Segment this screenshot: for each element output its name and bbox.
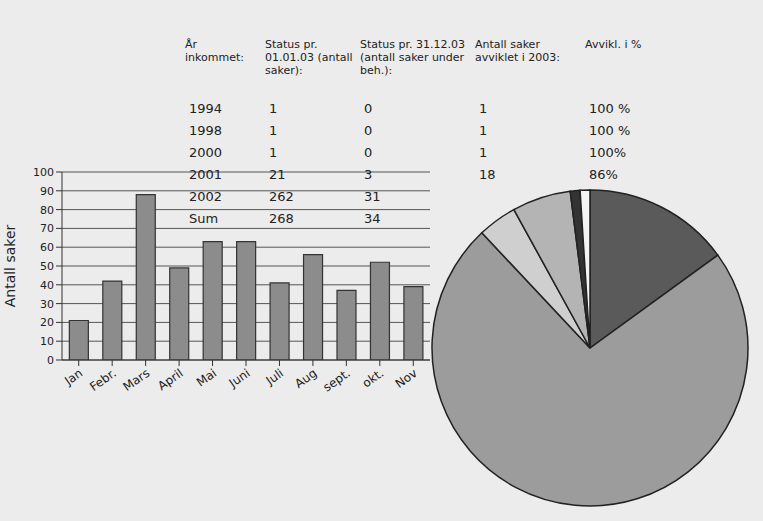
html-text:Antall saker: Antall saker (2, 224, 18, 308)
svg-text:okt.: okt. (360, 366, 387, 391)
html-text:268: 268 (269, 211, 294, 226)
svg-text:30: 30 (40, 298, 54, 311)
html-text:1: 1 (269, 101, 278, 116)
html-text:1: 1 (479, 145, 488, 160)
svg-text:Jan: Jan (61, 366, 85, 389)
svg-text:0: 0 (47, 354, 54, 367)
svg-text:20: 20 (40, 316, 54, 329)
html-text:1: 1 (269, 145, 278, 160)
html-text:0: 0 (364, 145, 373, 160)
svg-text:40: 40 (40, 279, 54, 292)
html-text:1998: 1998 (189, 123, 223, 138)
html-text:31: 31 (364, 189, 381, 204)
html-text:2002: 2002 (189, 189, 223, 204)
html-text:1: 1 (479, 101, 488, 116)
html-text:100 %: 100 % (589, 123, 631, 138)
svg-text:Febr.: Febr. (87, 366, 119, 394)
svg-text:sept.: sept. (321, 366, 353, 395)
html-text:0: 0 (364, 101, 373, 116)
svg-text:April: April (155, 366, 186, 393)
html-text:3: 3 (364, 167, 373, 182)
html-text:100%: 100% (589, 145, 627, 160)
svg-text:70: 70 (40, 222, 54, 235)
svg-text:60: 60 (40, 241, 54, 254)
html-text:1: 1 (269, 123, 278, 138)
html-text:34: 34 (364, 211, 381, 226)
html-text:2001: 2001 (189, 167, 223, 182)
svg-text:Mai: Mai (194, 366, 219, 390)
html-text:Antall saker avviklet i 2003:: Antall saker avviklet i 2003: (475, 38, 561, 64)
svg-text:80: 80 (40, 204, 54, 217)
svg-text:Nov: Nov (393, 366, 420, 391)
svg-text:Juli: Juli (263, 366, 286, 388)
svg-text:Aug: Aug (292, 366, 319, 391)
svg-text:50: 50 (40, 260, 54, 273)
html-text:262: 262 (269, 189, 294, 204)
html-text:2000: 2000 (189, 145, 223, 160)
svg-text:100: 100 (33, 166, 54, 179)
svg-text:Mars: Mars (121, 366, 153, 394)
html-text:100 %: 100 % (589, 101, 631, 116)
svg-text:10: 10 (40, 335, 54, 348)
html-text:1: 1 (479, 123, 488, 138)
html-text:År inkommet:: År inkommet: (185, 38, 244, 64)
html-text:18: 18 (479, 167, 496, 182)
svg-text:90: 90 (40, 185, 54, 198)
html-text:0: 0 (364, 123, 373, 138)
svg-text:Juni: Juni (226, 366, 253, 391)
html-text:86%: 86% (589, 167, 618, 182)
html-text:Status pr. 31.12.03 (antall sa: Status pr. 31.12.03 (antall saker under … (360, 38, 465, 77)
html-text:21: 21 (269, 167, 286, 182)
html-text:Sum: Sum (189, 211, 219, 226)
html-text:1994: 1994 (189, 101, 223, 116)
html-text:Avvikl. i %: Avvikl. i % (585, 38, 642, 51)
html-text:Status pr. 01.01.03 (antall sa: Status pr. 01.01.03 (antall saker): (265, 38, 353, 77)
